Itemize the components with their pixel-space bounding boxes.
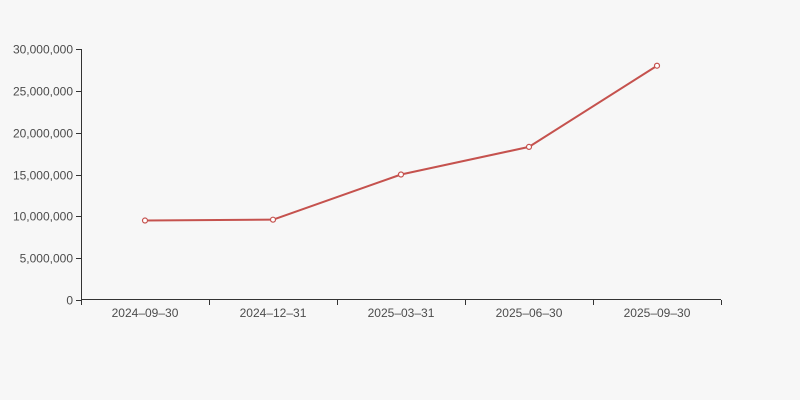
x-axis-label: 2025–03–31 [368, 306, 435, 320]
series-line [144, 64, 658, 222]
x-axis-label: 2024–09–30 [112, 306, 179, 320]
y-axis-label: 15,000,000 [13, 169, 73, 183]
x-axis-label: 2024–12–31 [240, 306, 307, 320]
y-axis-label: 5,000,000 [20, 252, 74, 266]
y-axis-label: 25,000,000 [13, 85, 73, 99]
y-axis-label: 20,000,000 [13, 127, 73, 141]
x-axis-label: 2025–06–30 [496, 306, 563, 320]
data-point-marker[interactable] [141, 217, 149, 224]
data-point-marker[interactable] [525, 143, 533, 150]
y-axis-label: 10,000,000 [13, 210, 73, 224]
data-point-marker[interactable] [653, 62, 661, 69]
axes [76, 49, 722, 305]
x-axis-label: 2025–09–30 [624, 306, 691, 320]
data-point-marker[interactable] [269, 216, 277, 223]
y-axis-label: 30,000,000 [13, 43, 73, 57]
y-axis-label: 0 [66, 294, 73, 308]
data-point-marker[interactable] [397, 171, 405, 178]
